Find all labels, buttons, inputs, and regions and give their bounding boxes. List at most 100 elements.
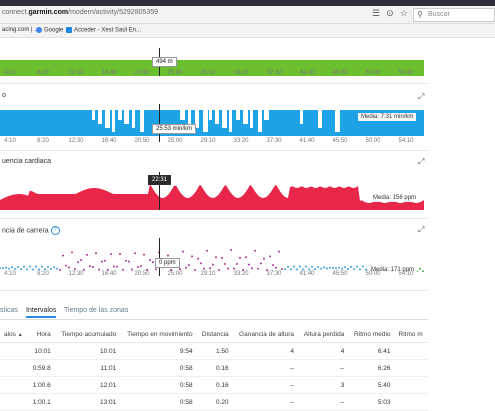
heart-rate-chart[interactable]: 22:31 Media: 156 ppm xyxy=(0,172,428,212)
col-header[interactable]: Ritmo m xyxy=(394,326,428,343)
axis-tick-label: 25:00 xyxy=(167,138,183,144)
cadence-chart[interactable]: 0 ppm Media: 171 ppm xyxy=(0,238,428,278)
axis-tick-label: 41:40 xyxy=(299,70,315,76)
url-text[interactable]: connect.garmin.com/modern/activity/52928… xyxy=(2,9,158,16)
col-header[interactable]: alos ▲ xyxy=(0,326,28,343)
bookmark-item[interactable]: acing.com | ... xyxy=(2,27,39,33)
cadence-point xyxy=(0,267,1,269)
table-cell: 1:00.6 xyxy=(27,376,55,394)
pace-chart[interactable]: 25:53 min/km Media: 7:31 min/km xyxy=(0,104,428,144)
col-header[interactable]: Altura perdida xyxy=(297,326,349,343)
cursor-line xyxy=(159,104,160,142)
tab-estadisticas[interactable]: sticas xyxy=(0,307,18,314)
pace-gap xyxy=(300,110,303,124)
cadence-point xyxy=(101,260,103,263)
table-row[interactable]: 0:59.8 11:01 0:58 0.16 -- -- 6:26 xyxy=(0,359,428,377)
heart-rate-tooltip: 22:31 xyxy=(148,175,172,185)
table-cell: 12:01 xyxy=(54,376,121,394)
bookmark-google[interactable]: Google xyxy=(36,27,63,34)
cadence-point xyxy=(311,265,313,268)
pace-gap xyxy=(258,110,262,132)
cadence-point xyxy=(338,266,340,269)
axis-tick-label: 20:50 xyxy=(134,70,150,76)
cadence-point xyxy=(242,269,244,271)
table-cell: 0:58 xyxy=(120,359,197,377)
table-row[interactable]: 1:00.1 13:01 0:58 0.20 -- -- 5:03 xyxy=(0,393,428,411)
col-header[interactable]: Tiempo en movimiento xyxy=(120,326,197,343)
cadence-point xyxy=(209,267,211,270)
col-header[interactable]: Hora xyxy=(27,326,55,343)
pace-gap xyxy=(105,110,110,128)
cadence-point xyxy=(332,267,334,269)
axis-tick-label: 12:30 xyxy=(68,138,84,144)
bookmark-star-icon[interactable]: ☆ xyxy=(399,8,414,18)
divider xyxy=(0,150,428,151)
axis-tick-label: 33:20 xyxy=(233,138,249,144)
pace-gap xyxy=(236,110,240,120)
col-header[interactable]: Ritmo medio xyxy=(348,326,395,343)
cadence-point xyxy=(257,267,259,270)
cadence-point xyxy=(299,265,301,268)
table-cell: 3 xyxy=(297,376,349,394)
table-row[interactable]: 1:00.6 12:01 0:58 0.16 -- 3 5:40 xyxy=(0,376,428,394)
cadence-point xyxy=(293,265,295,268)
axis-tick-label: 54:10 xyxy=(398,138,414,144)
table-cell: 10:01 xyxy=(54,342,121,360)
axis-tick-label: 54:10 xyxy=(398,271,414,277)
pace-gap xyxy=(112,110,115,132)
cadence-point xyxy=(92,266,94,268)
axis-tick-label: 16:40 xyxy=(101,138,117,144)
pace-gap xyxy=(250,110,253,128)
cadence-point xyxy=(128,260,130,263)
cadence-point xyxy=(335,267,337,270)
cadence-point xyxy=(44,268,46,271)
x-axis-pace: 4:10 8:20 12:30 16:40 20:50 25:00 29:10 33:20 37… xyxy=(0,138,428,146)
reader-icon[interactable]: ☰ xyxy=(372,8,387,18)
axis-tick-label: 20:50 xyxy=(134,271,150,277)
cadence-point xyxy=(53,266,55,269)
tab-tiempo-zonas[interactable]: Tiempo de las zonas xyxy=(64,307,129,314)
cadence-point xyxy=(329,266,331,269)
axis-tick-label: 37:30 xyxy=(266,138,282,144)
cadence-point xyxy=(296,268,298,271)
cadence-point xyxy=(74,268,76,271)
cadence-point xyxy=(77,261,79,264)
cadence-point xyxy=(251,267,253,270)
bookmark-acceder[interactable]: Acceder - Xest Saúl En... xyxy=(66,27,141,34)
cadence-point xyxy=(353,268,355,271)
table-row[interactable]: 10:01 10:01 9:54 1.50 4 4 6:41 xyxy=(0,342,428,360)
cadence-point xyxy=(206,249,208,252)
tab-intervalos[interactable]: Intervalos xyxy=(26,307,57,318)
col-header[interactable]: Distancia xyxy=(196,326,233,343)
expand-icon[interactable]: ⤢ xyxy=(418,92,425,101)
cadence-point xyxy=(236,263,238,265)
search-input[interactable]: ⚲ Buscar xyxy=(413,8,495,22)
expand-icon[interactable]: ⤢ xyxy=(418,157,425,166)
cadence-point xyxy=(47,265,49,268)
cadence-point xyxy=(272,264,274,267)
col-header[interactable]: Tiempo acumulado xyxy=(54,326,121,343)
axis-tick-label: 37:30 xyxy=(266,271,282,277)
address-bar[interactable]: connect.garmin.com/modern/activity/52928… xyxy=(0,6,495,24)
pace-tooltip: 25:53 min/km xyxy=(152,124,197,134)
pocket-icon[interactable]: ⊙ xyxy=(386,8,400,18)
pace-gap xyxy=(203,110,208,132)
search-placeholder: Buscar xyxy=(428,11,450,18)
axis-tick-label: 29:10 xyxy=(200,138,216,144)
heart-rate-average: Media: 156 ppm xyxy=(370,194,420,202)
axis-tick-label: 45:50 xyxy=(332,271,348,277)
expand-icon[interactable]: ⤢ xyxy=(418,225,425,234)
cadence-point xyxy=(266,269,268,271)
elevation-chart[interactable]: 494 m xyxy=(0,38,428,78)
cursor-line xyxy=(159,238,160,276)
cadence-point xyxy=(131,268,133,271)
cadence-point xyxy=(71,251,73,254)
cadence-point xyxy=(239,256,241,259)
help-icon[interactable]: ? xyxy=(50,226,60,235)
cadence-point xyxy=(65,264,67,267)
col-header[interactable]: Ganancia de altura xyxy=(232,326,298,343)
cadence-point xyxy=(197,257,199,260)
elevation-area xyxy=(0,60,424,76)
cadence-point xyxy=(170,268,172,271)
cadence-point xyxy=(422,270,424,273)
